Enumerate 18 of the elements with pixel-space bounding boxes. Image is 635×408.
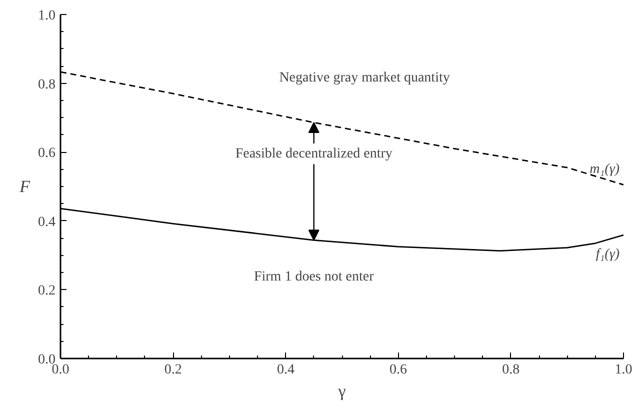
y-tick-label: 0.6 — [38, 146, 56, 162]
annotation: Firm 1 does not enter — [254, 269, 374, 284]
x-tick-label: 0.0 — [52, 362, 70, 378]
annotation: Negative gray market quantity — [279, 70, 450, 86]
x-tick-label: 0.6 — [390, 362, 408, 378]
x-tick-label: 0.8 — [502, 362, 520, 378]
y-tick-label: 1.0 — [38, 8, 56, 24]
x-tick-label: 1.0 — [614, 362, 632, 378]
y-tick-label: 0.8 — [38, 77, 56, 92]
series-label: m₁(γ) — [590, 162, 620, 177]
y-tick-label: 0.2 — [38, 284, 56, 299]
y-tick-label: 0.4 — [38, 214, 56, 230]
series-label: f₁(γ) — [596, 247, 620, 262]
y-axis-title: F — [18, 177, 31, 196]
annotation: Feasible decentralized entry — [235, 146, 392, 162]
x-tick-label: 0.2 — [164, 362, 182, 378]
x-tick-label: 0.4 — [276, 362, 294, 378]
x-axis-title: γ — [337, 382, 346, 400]
